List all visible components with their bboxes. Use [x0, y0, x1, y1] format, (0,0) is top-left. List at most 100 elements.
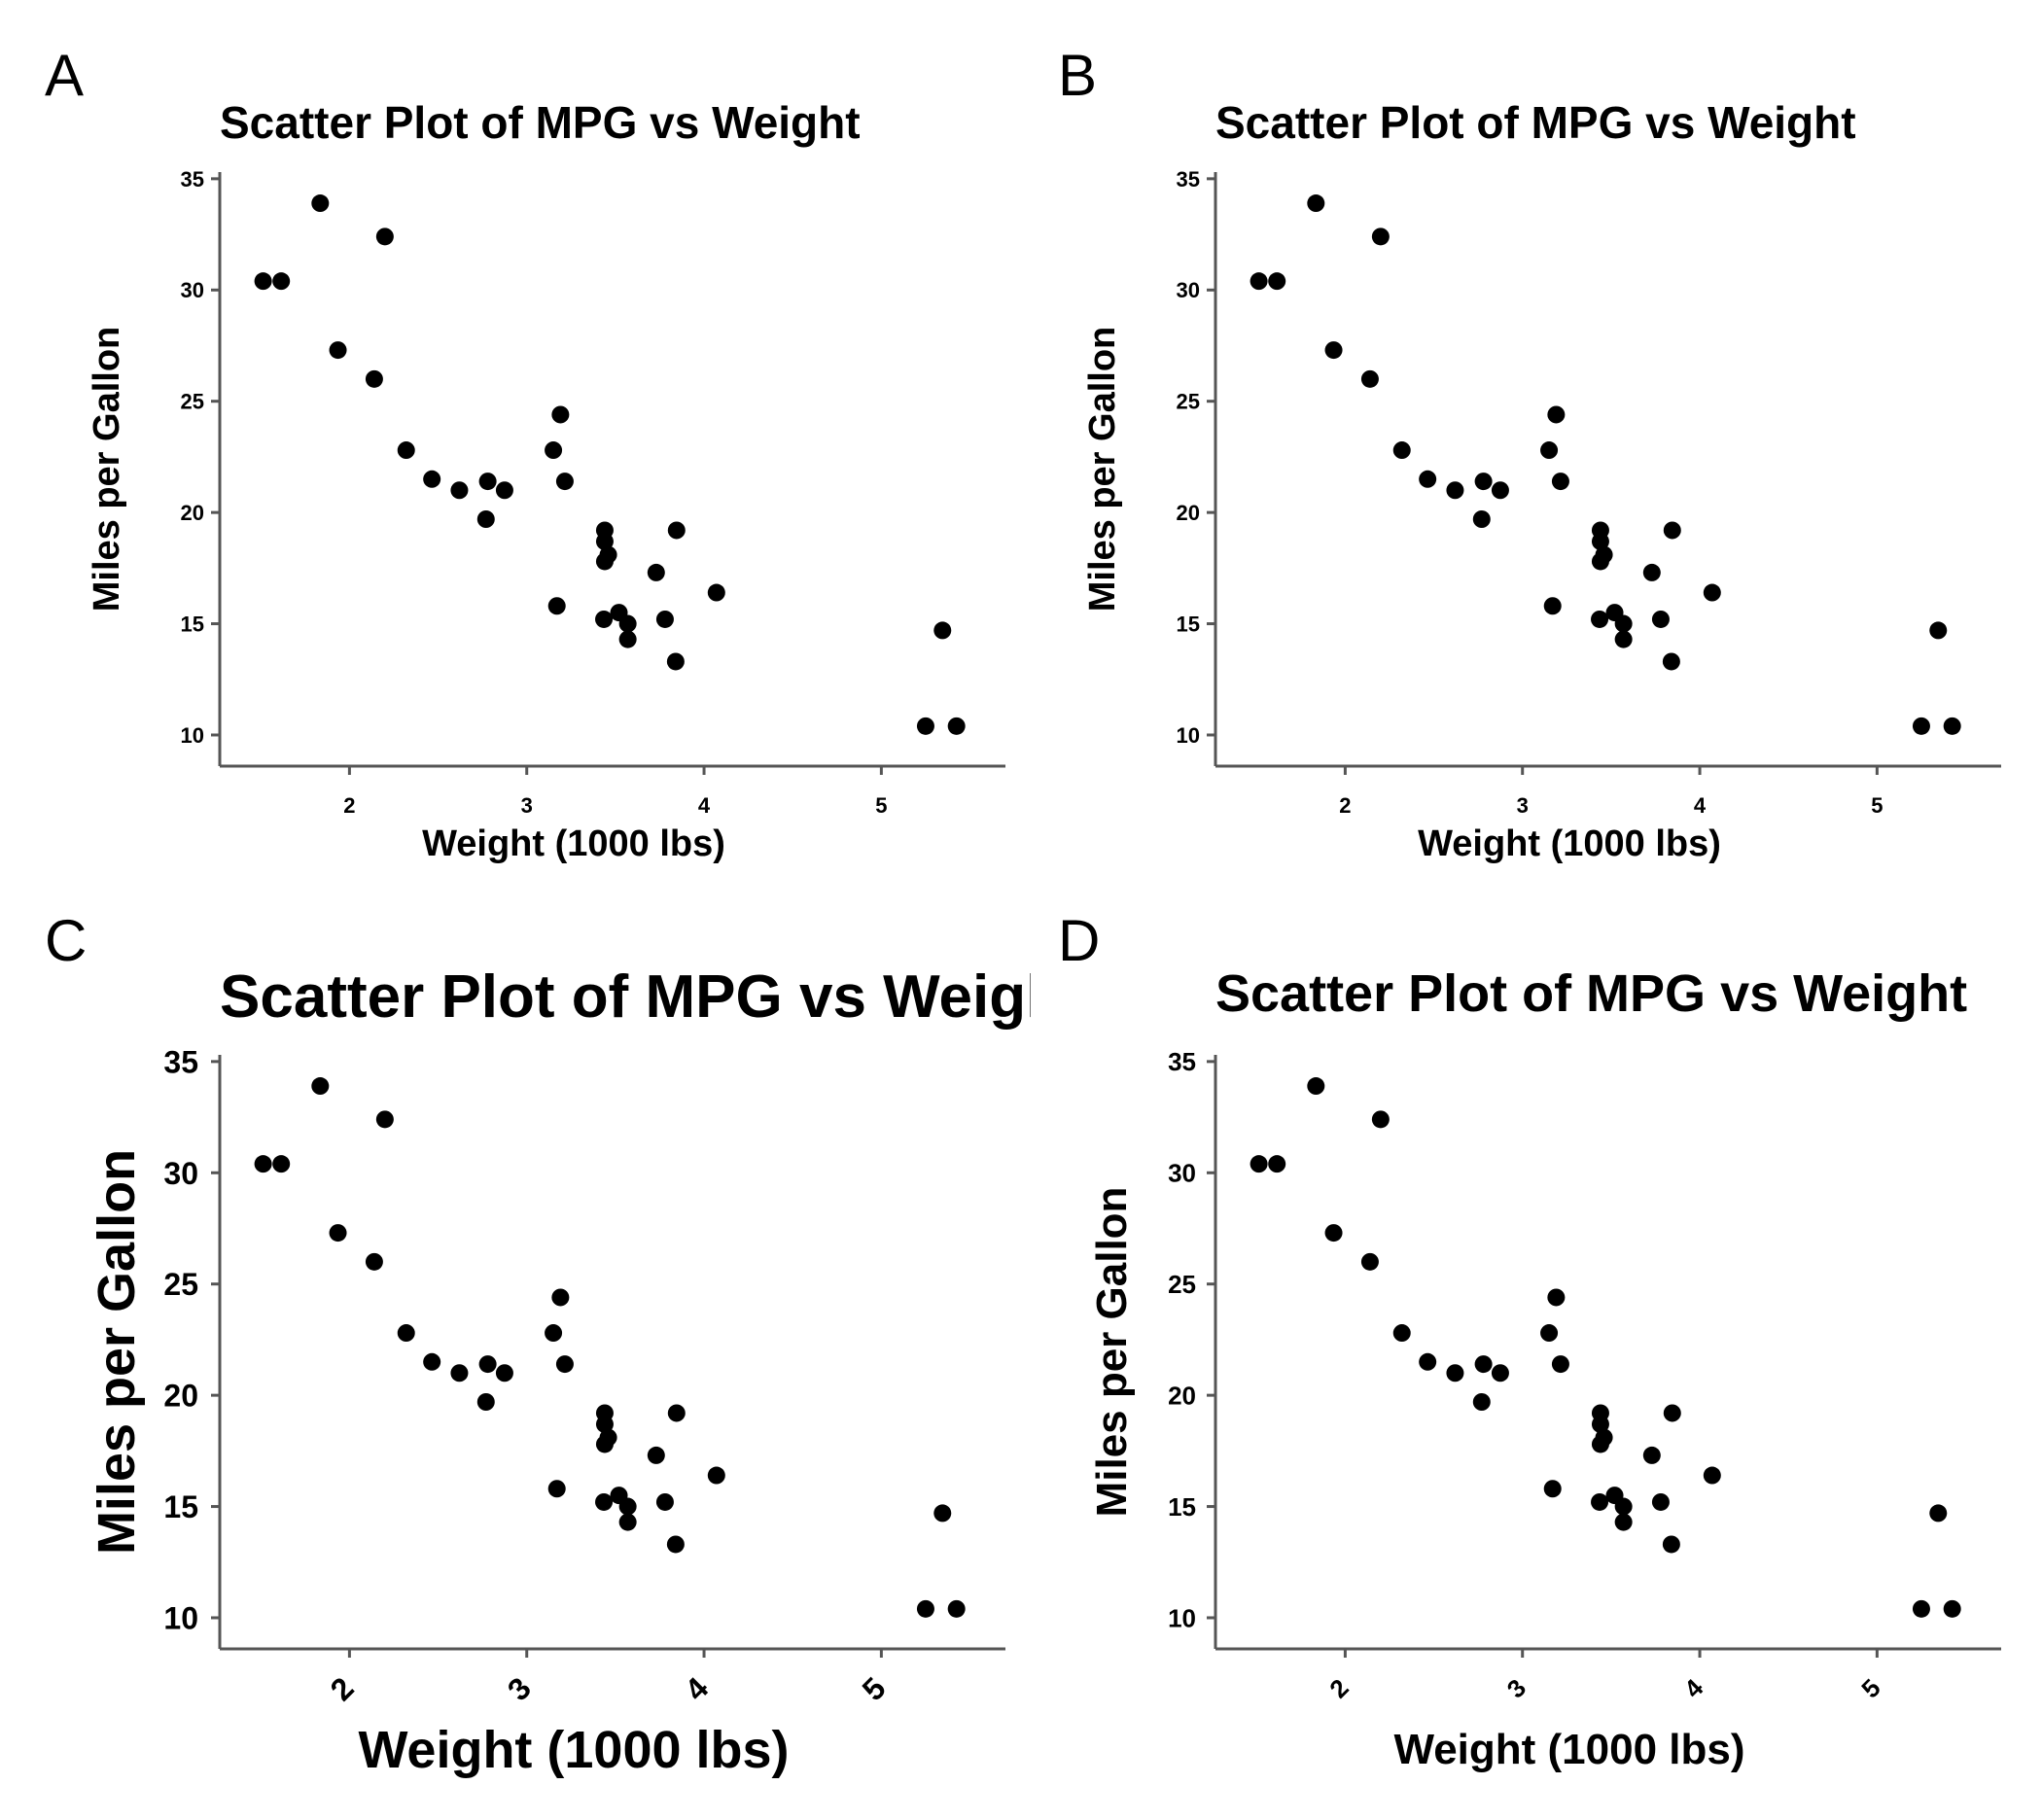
data-point	[1943, 1599, 1961, 1618]
data-point	[1551, 1355, 1569, 1374]
data-point	[1663, 521, 1681, 540]
chart-title: Scatter Plot of MPG vs Weight	[220, 97, 861, 148]
data-point	[1912, 1599, 1930, 1618]
panel-label: D	[1058, 908, 1100, 973]
data-point	[707, 1466, 725, 1485]
x-tick-label: 4	[698, 793, 711, 818]
panel-label: C	[45, 908, 87, 973]
x-tick-label: 5	[1871, 793, 1883, 818]
y-tick-label: 35	[1168, 1047, 1196, 1076]
data-point	[1307, 1077, 1325, 1096]
data-point	[450, 1364, 469, 1382]
data-point	[1540, 1324, 1559, 1343]
chart-title: Scatter Plot of MPG vs Weight	[1215, 964, 1967, 1023]
data-point	[1943, 717, 1961, 735]
data-point	[397, 441, 415, 460]
data-point	[667, 1404, 686, 1422]
data-point	[1703, 1466, 1721, 1485]
data-point	[647, 1446, 665, 1464]
data-point	[618, 630, 637, 648]
data-point	[1591, 1492, 1609, 1511]
data-point	[329, 341, 347, 360]
data-point	[618, 1513, 637, 1531]
data-point	[329, 1224, 347, 1242]
data-point	[707, 583, 725, 602]
data-point	[1392, 1324, 1411, 1343]
x-tick-label: 5	[856, 1670, 893, 1707]
y-tick-label: 10	[163, 1601, 198, 1636]
data-point	[618, 1497, 637, 1516]
data-point	[1371, 1110, 1390, 1129]
data-point	[1392, 441, 1411, 460]
data-point	[476, 1393, 495, 1411]
data-point	[1446, 481, 1464, 500]
x-tick-label: 5	[875, 793, 887, 818]
data-point	[1324, 1224, 1343, 1242]
panel-label: A	[45, 43, 84, 108]
data-point	[1472, 510, 1491, 528]
x-axis-label: Weight (1000 lbs)	[358, 1721, 789, 1779]
y-tick-label: 35	[163, 1044, 198, 1079]
data-point	[1543, 1480, 1562, 1498]
data-point	[555, 472, 574, 491]
y-tick-label: 15	[1168, 1492, 1196, 1522]
data-point	[1540, 441, 1559, 460]
data-point	[545, 441, 563, 460]
x-axis-label: Weight (1000 lbs)	[1418, 823, 1721, 864]
data-point	[311, 194, 330, 213]
data-point	[595, 521, 614, 540]
x-tick-label: 3	[1517, 793, 1529, 818]
data-point	[551, 1288, 570, 1307]
data-point	[1703, 583, 1721, 602]
data-point	[545, 1324, 563, 1343]
data-point	[947, 717, 966, 735]
data-point	[618, 614, 637, 633]
data-point	[1360, 369, 1379, 388]
data-point	[595, 610, 614, 628]
x-tick-label: 2	[343, 793, 355, 818]
data-point	[1250, 272, 1268, 291]
data-point	[254, 272, 272, 291]
data-point	[1268, 272, 1286, 291]
data-point	[1474, 472, 1493, 491]
data-point	[1642, 1446, 1661, 1464]
data-point	[916, 1599, 934, 1618]
y-tick-label: 35	[1177, 167, 1200, 192]
data-point	[1491, 1364, 1509, 1382]
data-point	[1662, 652, 1680, 671]
data-point	[655, 610, 674, 628]
panel-label: B	[1058, 43, 1097, 108]
data-point	[1614, 630, 1633, 648]
data-point	[495, 481, 513, 500]
data-point	[1419, 1352, 1437, 1371]
data-point	[1360, 1252, 1379, 1271]
data-point	[655, 1492, 674, 1511]
data-point	[1474, 1355, 1493, 1374]
data-point	[365, 369, 383, 388]
data-point	[933, 621, 952, 640]
x-tick-label: 2	[1339, 793, 1351, 818]
x-tick-label: 2	[1323, 1673, 1354, 1703]
data-point	[1614, 1497, 1633, 1516]
y-tick-label: 30	[181, 278, 204, 302]
x-axis-label: Weight (1000 lbs)	[422, 823, 725, 864]
data-point	[1651, 1492, 1670, 1511]
chart-title: Scatter Plot of MPG vs Weight	[220, 963, 1083, 1031]
data-point	[1929, 621, 1948, 640]
y-tick-label: 15	[1177, 612, 1200, 636]
data-point	[1929, 1504, 1948, 1522]
data-point	[254, 1155, 272, 1173]
x-tick-label: 3	[501, 1670, 538, 1707]
data-point	[423, 1352, 441, 1371]
data-point	[375, 228, 394, 246]
data-point	[1371, 228, 1390, 246]
data-point	[450, 481, 469, 500]
data-point	[1614, 614, 1633, 633]
data-point	[916, 717, 934, 735]
y-tick-label: 20	[1177, 501, 1200, 525]
data-point	[547, 1480, 566, 1498]
data-point	[647, 563, 665, 581]
